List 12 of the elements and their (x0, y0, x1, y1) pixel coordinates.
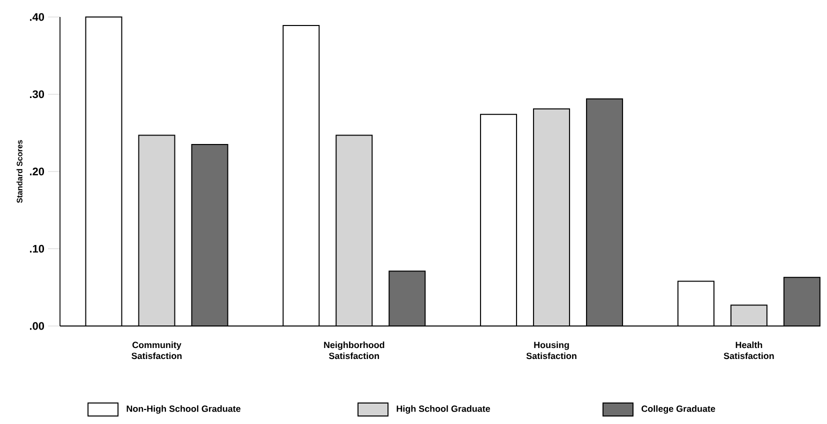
legend-label: High School Graduate (396, 405, 490, 414)
y-tick-label: .40 (30, 13, 44, 21)
y-tick-label: .10 (30, 244, 44, 253)
legend-label: Non-High School Graduate (126, 405, 240, 414)
x-tick-label: Community Satisfaction (132, 342, 182, 360)
x-tick-label: Health Satisfaction (724, 342, 774, 360)
y-tick-label: .20 (30, 168, 44, 176)
y-tick-label: .30 (30, 90, 44, 98)
x-tick-label: Housing Satisfaction (526, 342, 576, 360)
y-tick-label: .00 (30, 322, 44, 330)
legend-label: College Graduate (642, 405, 716, 414)
x-tick-label: Neighborhood Satisfaction (324, 342, 384, 360)
